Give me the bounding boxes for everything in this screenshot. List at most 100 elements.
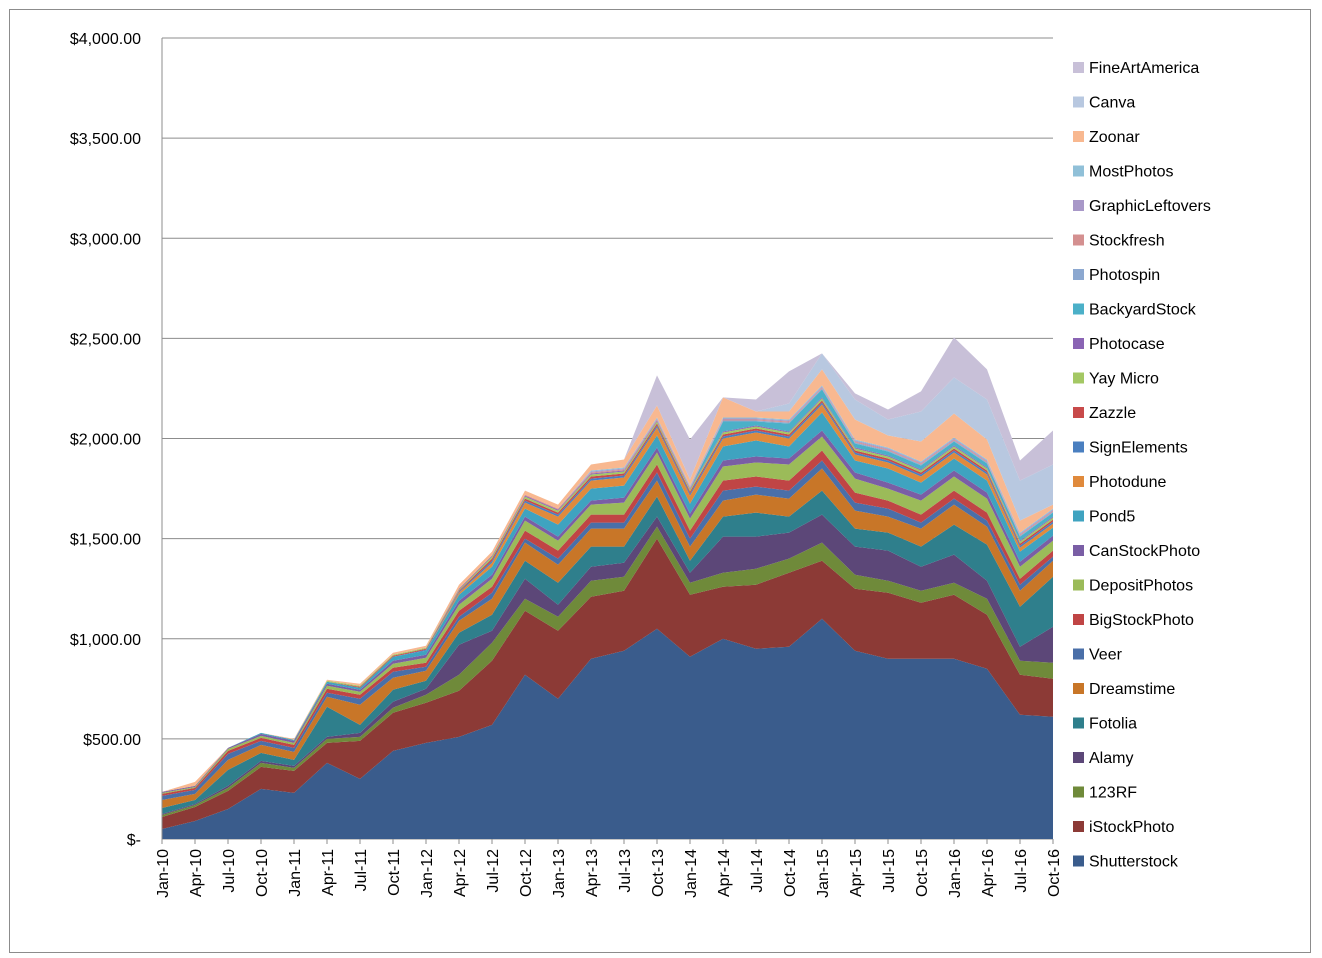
legend-swatch-depositphotos (1073, 579, 1084, 591)
x-tick-label: Apr-15 (848, 849, 865, 897)
legend-label-graphicleftovers: GraphicLeftovers (1089, 198, 1211, 215)
chart-svg: $- $500.00 $1,000.00 $1,500.00 $2,000.00 $2,5… (70, 31, 1211, 898)
legend-swatch-photodune (1073, 476, 1084, 487)
x-tick-label: Jul-16 (1013, 849, 1030, 893)
legend-swatch-istockphoto (1073, 821, 1084, 832)
legend-label-photospin: Photospin (1089, 267, 1160, 284)
legend-label-veer: Veer (1089, 647, 1123, 664)
legend-swatch-backyardstock (1073, 303, 1084, 315)
x-tick-label: Jul-13 (617, 849, 634, 893)
legend-label-istockphoto: iStockPhoto (1089, 819, 1174, 836)
x-tick-label: Oct-11 (386, 849, 403, 896)
x-tick-label: Jan-11 (287, 849, 304, 897)
legend-label-pond5: Pond5 (1089, 509, 1135, 526)
x-tick-label: Oct-14 (782, 849, 799, 897)
y-tick-label: $3,000.00 (70, 231, 141, 248)
x-tick-label: Apr-16 (980, 849, 997, 897)
legend-swatch-signelements (1073, 441, 1084, 453)
legend-swatch-stockfresh (1073, 234, 1084, 246)
legend-swatch-zazzle (1073, 407, 1084, 418)
legend-label-mostphotos: MostPhotos (1089, 164, 1173, 181)
legend-swatch-mostphotos (1073, 165, 1084, 177)
legend-swatch-yay-micro (1073, 372, 1084, 384)
x-tick-label: Oct-13 (650, 849, 667, 897)
y-tick-label: $4,000.00 (70, 31, 141, 48)
area-pond5 (162, 412, 1053, 792)
chart-frame: $- $500.00 $1,000.00 $1,500.00 $2,000.00 $2,5… (9, 9, 1311, 953)
legend-swatch-canstockphoto (1073, 545, 1084, 556)
legend-label-yay-micro: Yay Micro (1089, 371, 1159, 388)
stacked-areas (162, 337, 1053, 839)
legend-swatch-graphicleftovers (1073, 200, 1084, 211)
area-fotolia (162, 490, 1053, 814)
x-tick-label: Jan-16 (947, 849, 964, 898)
legend-label-fineartamerica: FineArtAmerica (1089, 60, 1199, 77)
legend-label-fotolia: Fotolia (1089, 716, 1137, 733)
y-tick-label: $1,000.00 (70, 632, 141, 649)
area-canstockphoto (162, 430, 1053, 793)
x-tick-label: Jan-10 (155, 849, 172, 898)
legend-label-123rf: 123RF (1089, 785, 1137, 802)
y-tick-label: $3,500.00 (70, 131, 141, 148)
legend-swatch-zoonar (1073, 131, 1084, 142)
x-tick-label: Jan-15 (815, 849, 832, 898)
legend-swatch-fineartamerica (1073, 62, 1084, 73)
x-tick-label: Jul-11 (353, 849, 370, 891)
legend-swatch-pond5 (1073, 510, 1084, 522)
x-tick-label: Jan-13 (551, 849, 568, 898)
x-tick-label: Jul-12 (485, 849, 502, 893)
x-tick-label: Apr-10 (188, 849, 205, 897)
legend-swatch-photospin (1073, 269, 1084, 280)
area-canva (162, 353, 1053, 792)
x-tick-label: Jan-12 (419, 849, 436, 898)
legend: FineArtAmerica Canva Zoonar MostPhotos Graph… (1073, 60, 1211, 871)
legend-label-bigstockphoto: BigStockPhoto (1089, 612, 1194, 629)
x-tick-label: Jan-14 (683, 849, 700, 898)
legend-label-canstockphoto: CanStockPhoto (1089, 543, 1200, 560)
legend-swatch-photocase (1073, 338, 1084, 349)
legend-label-backyardstock: BackyardStock (1089, 302, 1197, 319)
area-123rf (162, 526, 1053, 817)
legend-label-shutterstock: Shutterstock (1089, 854, 1179, 871)
x-tick-label: Apr-11 (320, 849, 337, 896)
legend-label-alamy: Alamy (1089, 750, 1133, 767)
legend-label-signelements: SignElements (1089, 440, 1188, 457)
x-tick-label: Jul-15 (881, 849, 898, 893)
legend-label-zoonar: Zoonar (1089, 129, 1140, 146)
x-tick-label: Apr-13 (584, 849, 601, 897)
legend-label-depositphotos: DepositPhotos (1089, 578, 1193, 595)
x-tick-label: Oct-15 (914, 849, 931, 897)
x-tick-label: Jul-14 (749, 849, 766, 893)
legend-swatch-fotolia (1073, 717, 1084, 729)
area-bigstockphoto (162, 450, 1053, 796)
legend-swatch-veer (1073, 648, 1084, 660)
x-tick-label: Oct-10 (254, 849, 271, 897)
x-tick-label: Oct-16 (1046, 849, 1063, 897)
area-fineartamerica (162, 337, 1053, 792)
x-tick-label: Apr-14 (716, 849, 733, 897)
legend-label-photodune: Photodune (1089, 474, 1167, 491)
area-photodune (162, 404, 1053, 792)
y-tick-label: $500.00 (83, 732, 141, 749)
area-dreamstime (162, 468, 1053, 808)
area-istockphoto (162, 538, 1053, 829)
legend-label-photocase: Photocase (1089, 336, 1165, 353)
x-tick-label: Oct-12 (518, 849, 535, 897)
y-tick-label: $- (127, 832, 141, 849)
legend-label-dreamstime: Dreamstime (1089, 681, 1175, 698)
axes: $- $500.00 $1,000.00 $1,500.00 $2,000.00 $2,5… (70, 31, 1063, 898)
y-tick-label: $2,000.00 (70, 432, 141, 449)
x-tick-label: Jul-10 (221, 849, 238, 893)
y-tick-label: $2,500.00 (70, 331, 141, 348)
legend-swatch-dreamstime (1073, 683, 1084, 694)
area-veer (162, 460, 1053, 800)
legend-swatch-alamy (1073, 752, 1084, 763)
legend-label-zazzle: Zazzle (1089, 405, 1136, 422)
legend-swatch-shutterstock (1073, 855, 1084, 867)
legend-swatch-bigstockphoto (1073, 614, 1084, 625)
legend-label-canva: Canva (1089, 95, 1135, 112)
area-shutterstock (162, 618, 1053, 839)
x-tick-label: Apr-12 (452, 849, 469, 897)
area-depositphotos (162, 436, 1053, 794)
legend-swatch-canva (1073, 96, 1084, 108)
